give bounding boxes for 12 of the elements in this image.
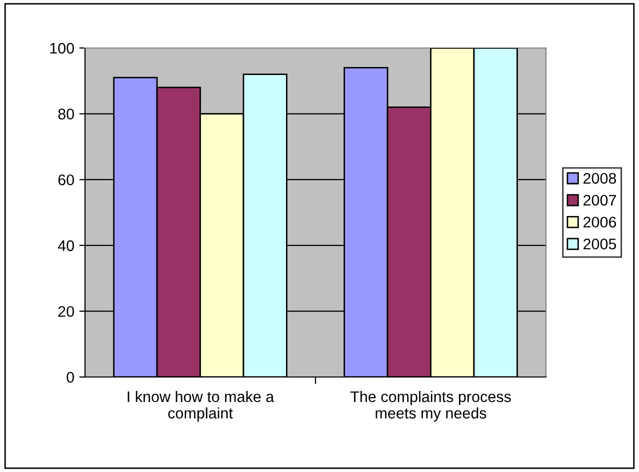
- y-tick-label: 40: [58, 240, 74, 252]
- legend-label: 2008: [583, 172, 616, 184]
- legend-label: 2005: [583, 238, 616, 250]
- x-tick-label: The complaints process meets my needs: [350, 390, 511, 422]
- y-tick-label: 20: [58, 306, 74, 317]
- y-tick-label: 60: [58, 174, 74, 186]
- y-tick-label: 0: [66, 372, 74, 383]
- legend-label: 2006: [583, 216, 616, 228]
- legend-label: 2007: [583, 194, 616, 206]
- y-tick-label: 80: [58, 108, 74, 120]
- x-tick-label: I know how to make a complaint: [128, 390, 274, 422]
- y-tick-label: 100: [50, 42, 74, 54]
